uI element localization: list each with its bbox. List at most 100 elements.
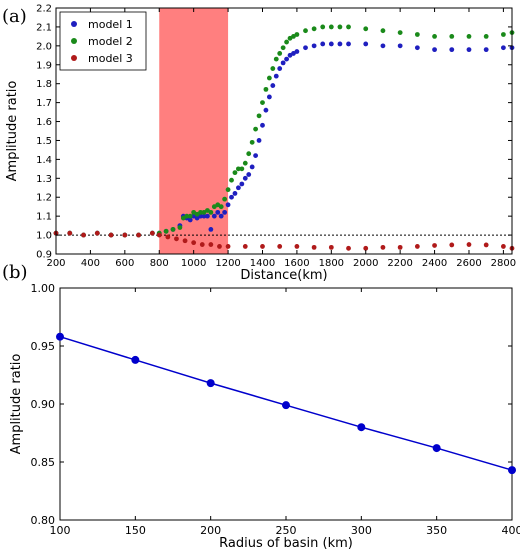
data-point-model-1 <box>215 209 221 215</box>
data-point-model-1 <box>483 47 489 53</box>
data-point-model-3 <box>136 232 141 238</box>
data-point-model-1 <box>225 202 231 208</box>
data-point-model-2 <box>229 177 234 183</box>
y-tick-label-a: 1.3 <box>36 174 52 185</box>
data-point-model-3 <box>122 232 128 238</box>
legend-marker <box>71 21 77 27</box>
data-point-model-2 <box>311 26 317 32</box>
data-point-model-1 <box>280 60 286 66</box>
data-point-model-1 <box>380 43 386 49</box>
x-tick-label-a: 1400 <box>250 258 275 269</box>
y-tick-label-a: 1.8 <box>36 79 52 90</box>
data-point-model-2 <box>273 56 279 62</box>
data-point-model-1 <box>246 172 252 177</box>
y-tick-label-b: 0.95 <box>31 340 56 353</box>
data-point-model-2 <box>500 32 506 37</box>
data-point-model-1 <box>397 43 403 49</box>
data-point-model-2 <box>280 45 286 51</box>
data-point-model-2 <box>253 126 259 132</box>
data-point-model-3 <box>466 242 472 247</box>
data-point-model-2 <box>432 33 437 39</box>
data-point-model-1 <box>211 213 217 219</box>
x-tick-label-a: 1200 <box>215 258 240 269</box>
y-tick-label-b: 1.00 <box>31 282 56 295</box>
data-point <box>357 423 366 432</box>
data-point-model-3 <box>294 244 300 249</box>
data-point-model-1 <box>284 56 289 62</box>
data-point-model-1 <box>253 153 259 159</box>
x-tick-label-a: 1800 <box>319 258 344 269</box>
legend: model 1 model 2 model 3 <box>59 11 147 71</box>
data-point-model-2 <box>277 51 283 56</box>
data-point-model-3 <box>165 234 171 240</box>
data-point-model-2 <box>337 24 343 30</box>
data-point-model-1 <box>270 83 276 88</box>
data-point-model-1 <box>222 209 228 215</box>
y-tick-label-a: 1.4 <box>36 155 52 166</box>
legend-marker <box>71 38 77 44</box>
x-tick-label-a: 600 <box>115 258 134 269</box>
data-point-model-2 <box>170 227 176 232</box>
data-point-model-2 <box>397 30 403 35</box>
data-point-model-1 <box>273 73 279 79</box>
x-tick-label-a: 800 <box>150 258 169 269</box>
data-point-model-2 <box>256 113 262 119</box>
data-point-model-3 <box>217 244 222 249</box>
legend-marker <box>71 55 77 61</box>
data-point-model-3 <box>500 244 506 249</box>
data-point-model-1 <box>294 49 300 54</box>
data-point-model-1 <box>303 45 308 51</box>
data-point-model-1 <box>311 43 317 49</box>
data-point-model-2 <box>266 75 272 81</box>
data-point-model-1 <box>239 181 245 187</box>
x-tick-label-a: 2400 <box>422 258 447 269</box>
data-point-model-1 <box>266 94 272 100</box>
data-point-model-2 <box>236 166 241 172</box>
data-point-model-3 <box>191 240 197 246</box>
data-point-model-1 <box>277 66 283 71</box>
data-point-model-1 <box>320 41 326 47</box>
x-tick-label-a: 1000 <box>181 258 206 269</box>
data-point-model-3 <box>432 243 437 248</box>
data-point-model-3 <box>277 244 283 249</box>
x-tick-label-b: 200 <box>200 524 221 537</box>
y-tick-label-a: 1.5 <box>36 136 52 147</box>
data-point-model-3 <box>182 238 188 244</box>
data-point-model-1 <box>229 194 234 200</box>
data-point-model-2 <box>466 33 472 39</box>
data-point-model-2 <box>294 32 300 37</box>
data-point-model-3 <box>149 230 155 236</box>
data-point-model-3 <box>449 242 455 248</box>
data-point-model-3 <box>363 245 369 251</box>
data-point-model-3 <box>81 232 86 238</box>
data-point-model-2 <box>380 28 386 34</box>
data-point-model-2 <box>320 24 326 30</box>
data-point-model-1 <box>205 213 210 219</box>
data-point-model-3 <box>199 242 205 247</box>
data-point-model-3 <box>174 236 179 242</box>
data-point-model-3 <box>260 244 265 249</box>
y-tick-label-a: 0.9 <box>36 250 52 261</box>
data-point-model-1 <box>500 45 506 51</box>
x-tick-label-b: 150 <box>125 524 146 537</box>
panel-b: (b) 100 150 200 250 300 350 400 0.80 0.85 0.90 0.95… <box>2 262 520 549</box>
data-point-model-3 <box>225 244 231 249</box>
x-axis-label-b: Radius of basin (km) <box>219 536 353 549</box>
y-tick-label-a: 1.6 <box>36 117 52 128</box>
data-point-model-2 <box>483 33 489 39</box>
data-point-model-1 <box>249 164 255 170</box>
data-point-model-3 <box>380 244 386 250</box>
data-point-model-1 <box>263 107 269 113</box>
y-tick-label-a: 2.0 <box>36 41 52 52</box>
x-tick-label-a: 400 <box>81 258 100 269</box>
data-point-model-2 <box>284 39 289 45</box>
data-point <box>56 332 64 341</box>
x-tick-label-b: 350 <box>426 524 447 537</box>
panel-label-b: (b) <box>2 262 28 283</box>
data-point-model-2 <box>270 66 276 71</box>
data-point-model-1 <box>201 213 207 219</box>
data-point-model-1 <box>337 41 343 47</box>
x-tick-label-a: 200 <box>46 258 65 269</box>
y-tick-label-a: 1.1 <box>36 212 52 223</box>
